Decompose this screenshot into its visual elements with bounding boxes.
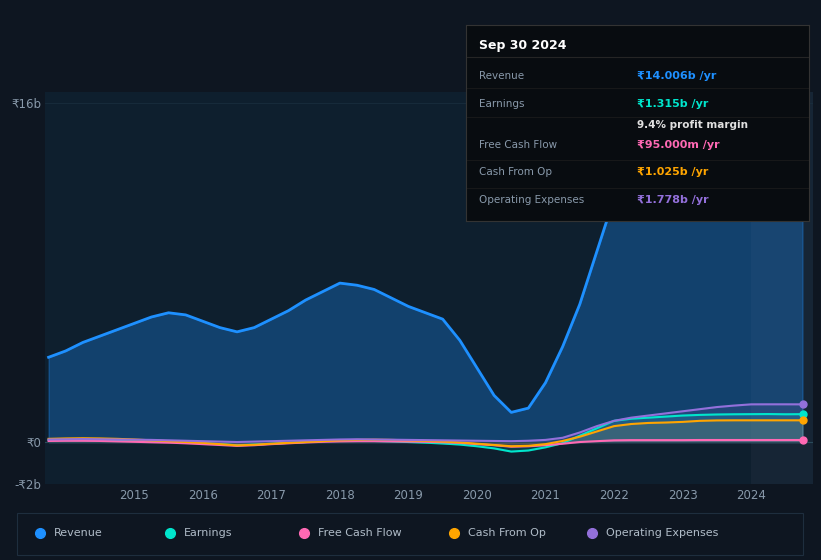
Point	[796, 141, 809, 150]
Point	[796, 400, 809, 409]
Text: ₹1.315b /yr: ₹1.315b /yr	[637, 99, 709, 109]
Text: ₹1.778b /yr: ₹1.778b /yr	[637, 195, 709, 204]
Text: Free Cash Flow: Free Cash Flow	[479, 140, 557, 150]
Text: Earnings: Earnings	[479, 99, 525, 109]
Text: Cash From Op: Cash From Op	[479, 167, 553, 177]
Text: ₹95.000m /yr: ₹95.000m /yr	[637, 140, 720, 150]
Point	[796, 410, 809, 419]
Text: ₹1.025b /yr: ₹1.025b /yr	[637, 167, 709, 177]
Text: Earnings: Earnings	[184, 529, 233, 538]
Text: Free Cash Flow: Free Cash Flow	[319, 529, 402, 538]
Text: 9.4% profit margin: 9.4% profit margin	[637, 120, 748, 130]
Text: Revenue: Revenue	[479, 71, 525, 81]
Bar	[751, 92, 816, 484]
Text: Operating Expenses: Operating Expenses	[479, 195, 585, 204]
Point	[796, 416, 809, 425]
Text: Operating Expenses: Operating Expenses	[606, 529, 718, 538]
Text: Cash From Op: Cash From Op	[468, 529, 546, 538]
Text: ₹14.006b /yr: ₹14.006b /yr	[637, 71, 717, 81]
Text: Revenue: Revenue	[54, 529, 103, 538]
Point	[796, 436, 809, 445]
Text: Sep 30 2024: Sep 30 2024	[479, 39, 566, 52]
